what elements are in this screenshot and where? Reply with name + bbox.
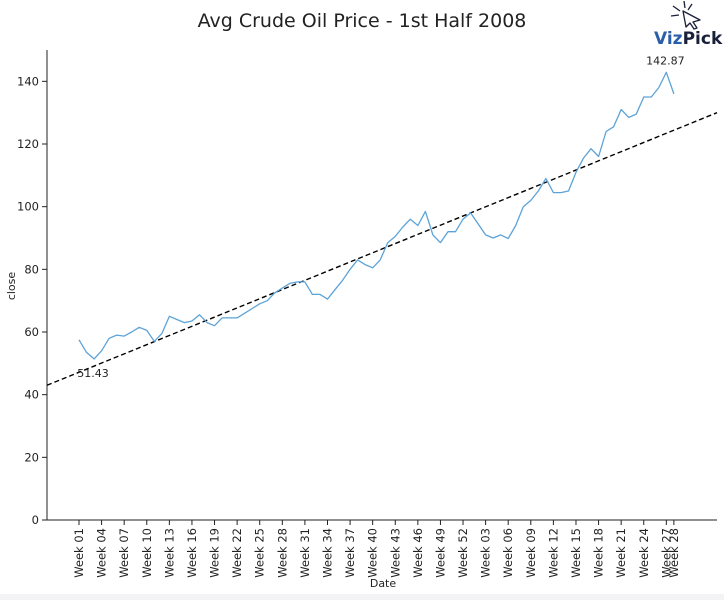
x-tick-label: Week 46 bbox=[411, 528, 425, 578]
plot-area bbox=[46, 71, 718, 386]
x-tick-label: Week 19 bbox=[208, 528, 222, 578]
price-series-line bbox=[78, 71, 675, 360]
trend-line bbox=[46, 112, 718, 386]
x-axis-label: Date bbox=[370, 577, 397, 590]
x-tick-label: Week 15 bbox=[569, 528, 583, 578]
y-tick-label: 40 bbox=[24, 388, 39, 402]
x-tick-label: Week 52 bbox=[456, 528, 470, 578]
logo-text: VizPick bbox=[654, 29, 723, 49]
x-tick-label: Week 22 bbox=[230, 528, 244, 578]
x-tick-label: Week 31 bbox=[298, 528, 312, 578]
y-tick-label: 140 bbox=[17, 74, 39, 88]
data-label: 142.87 bbox=[646, 54, 685, 67]
x-tick-label: Week 01 bbox=[72, 528, 86, 578]
x-tick-label: Week 18 bbox=[592, 528, 606, 578]
x-tick-label: Week 12 bbox=[546, 528, 560, 578]
annotations: 51.43 142.87 bbox=[77, 54, 684, 380]
x-tick-label: Week 49 bbox=[433, 528, 447, 578]
y-tick-label: 20 bbox=[24, 450, 39, 464]
x-tick-label: Week 04 bbox=[95, 528, 109, 578]
y-tick-label: 80 bbox=[24, 262, 39, 276]
y-tick-label: 120 bbox=[17, 137, 39, 151]
y-axis-label: close bbox=[5, 272, 18, 301]
x-tick-label: Week 03 bbox=[479, 528, 493, 578]
x-tick-label: Week 28 bbox=[275, 528, 289, 578]
x-tick-label: Week 43 bbox=[388, 528, 402, 578]
x-tick-label: Week 24 bbox=[637, 528, 651, 578]
y-tick-label: 0 bbox=[32, 513, 39, 527]
x-tick-label: Week 27 bbox=[659, 528, 673, 578]
data-label: 51.43 bbox=[77, 367, 109, 380]
x-tick-label: Week 09 bbox=[524, 528, 538, 578]
x-tick-label: Week 34 bbox=[320, 528, 334, 578]
x-tick-label: Week 37 bbox=[343, 528, 357, 578]
x-tick-label: Week 28 bbox=[667, 528, 681, 578]
y-ticks: 0 20 40 60 80 100 120 140 bbox=[17, 74, 47, 527]
x-tick-label: Week 40 bbox=[366, 528, 380, 578]
bottom-strip bbox=[0, 594, 724, 600]
vizpick-logo: VizPick bbox=[654, 0, 723, 49]
chart-title: Avg Crude Oil Price - 1st Half 2008 bbox=[198, 10, 527, 32]
sparkle-icon bbox=[670, 0, 701, 30]
x-tick-label: Week 21 bbox=[614, 528, 628, 578]
x-tick-label: Week 25 bbox=[253, 528, 267, 578]
x-tick-label: Week 10 bbox=[140, 528, 154, 578]
logo-text-viz: Viz bbox=[654, 29, 683, 49]
x-tick-label: Week 16 bbox=[185, 528, 199, 578]
x-tick-label: Week 06 bbox=[501, 528, 515, 578]
y-tick-label: 100 bbox=[17, 200, 39, 214]
x-ticks: Week 01 Week 04 Week 07 Week 10 Week 13 Week … bbox=[72, 520, 681, 578]
y-tick-label: 60 bbox=[24, 325, 39, 339]
axes bbox=[46, 50, 717, 521]
x-tick-label: Week 07 bbox=[117, 528, 131, 578]
logo-text-pick: Pick bbox=[683, 29, 723, 49]
x-tick-label: Week 13 bbox=[162, 528, 176, 578]
